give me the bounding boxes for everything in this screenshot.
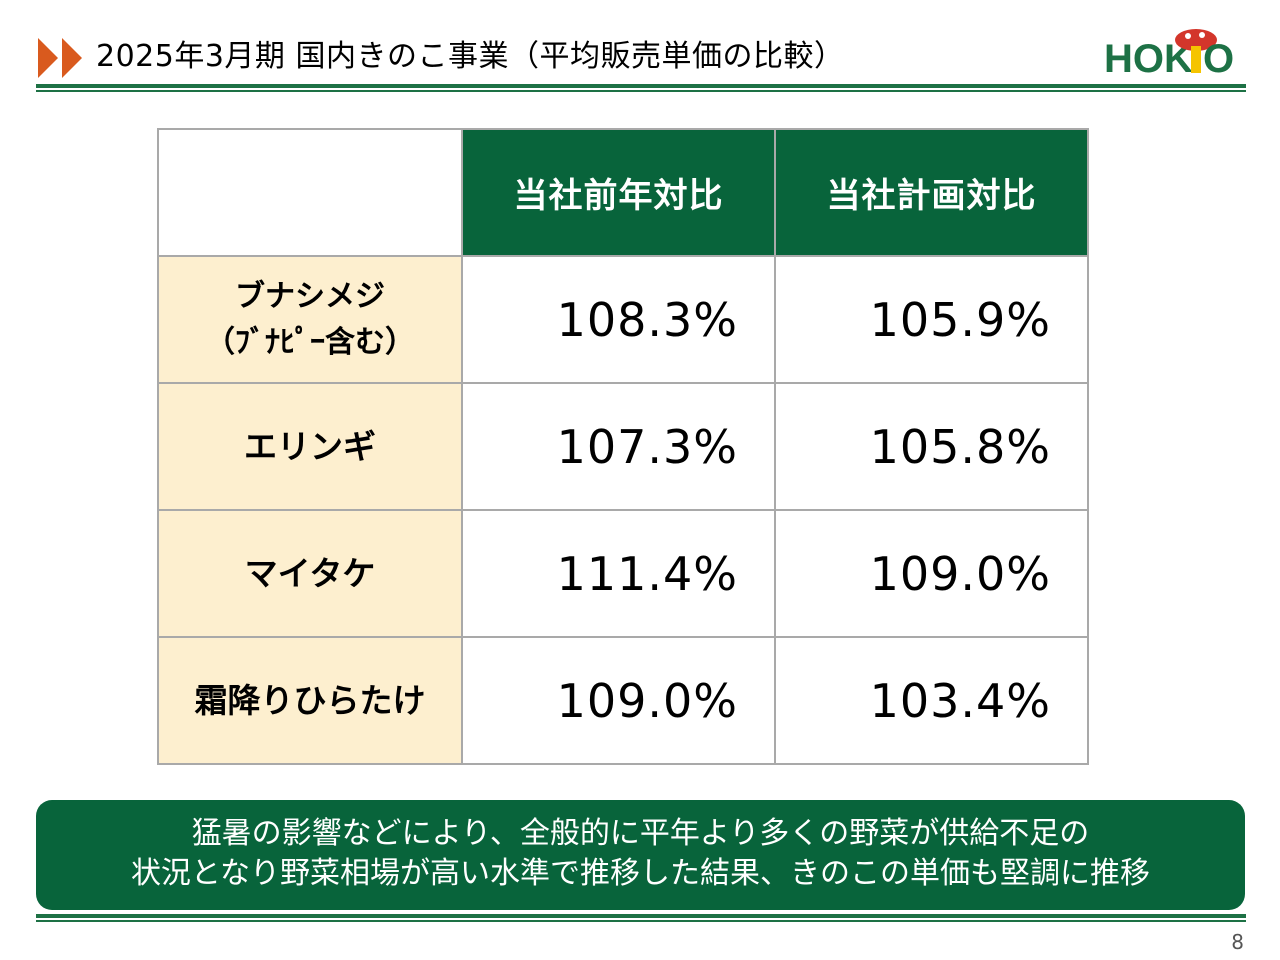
table-row: マイタケ 111.4% 109.0% bbox=[157, 509, 1089, 638]
value-yoy: 107.3% bbox=[461, 382, 776, 511]
row-label-shimofuri-hiratake: 霜降りひらたけ bbox=[157, 636, 463, 765]
value-plan: 103.4% bbox=[774, 636, 1089, 765]
row-label-line1: ブナシメジ bbox=[235, 278, 385, 314]
row-label-maitake: マイタケ bbox=[157, 509, 463, 638]
header-divider bbox=[36, 84, 1246, 94]
mushroom-mark-icon bbox=[1175, 29, 1217, 73]
row-label-line1: エリンギ bbox=[244, 426, 376, 466]
page-number: 8 bbox=[1231, 930, 1244, 954]
row-label-line2: （ﾌﾞﾅﾋﾟｰ含む） bbox=[205, 324, 415, 360]
table-row: エリンギ 107.3% 105.8% bbox=[157, 382, 1089, 511]
value-yoy: 111.4% bbox=[461, 509, 776, 638]
footer-divider bbox=[36, 914, 1246, 924]
row-label-eringi: エリンギ bbox=[157, 382, 463, 511]
callout-line1: 猛暑の影響などにより、全般的に平年より多くの野菜が供給不足の bbox=[191, 816, 1090, 851]
callout-line2: 状況となり野菜相場が高い水準で推移した結果、きのこの単価も堅調に推移 bbox=[130, 856, 1151, 891]
page-title: 2025年3月期 国内きのこ事業（平均販売単価の比較） bbox=[96, 39, 845, 74]
table-header-row: 当社前年対比 当社計画対比 bbox=[157, 128, 1089, 257]
table-row: 霜降りひらたけ 109.0% 103.4% bbox=[157, 636, 1089, 765]
row-label-line1: 霜降りひらたけ bbox=[194, 680, 426, 720]
price-comparison-table: 当社前年対比 当社計画対比 ブナシメジ （ﾌﾞﾅﾋﾟｰ含む） 108.3% 10… bbox=[157, 128, 1089, 765]
row-label-bunashimeji: ブナシメジ （ﾌﾞﾅﾋﾟｰ含む） bbox=[157, 255, 463, 384]
value-plan: 105.9% bbox=[774, 255, 1089, 384]
row-label-line1: マイタケ bbox=[244, 553, 376, 593]
value-yoy: 109.0% bbox=[461, 636, 776, 765]
slide-header: 2025年3月期 国内きのこ事業（平均販売単価の比較） HOK O bbox=[0, 0, 1280, 96]
column-header-plan: 当社計画対比 bbox=[774, 128, 1089, 257]
summary-callout: 猛暑の影響などにより、全般的に平年より多くの野菜が供給不足の 状況となり野菜相場… bbox=[36, 800, 1245, 910]
logo-text-o: O bbox=[1203, 37, 1234, 81]
value-yoy: 108.3% bbox=[461, 255, 776, 384]
value-plan: 109.0% bbox=[774, 509, 1089, 638]
table-corner-cell bbox=[157, 128, 463, 257]
column-header-yoy: 当社前年対比 bbox=[461, 128, 776, 257]
double-triangle-arrow-icon bbox=[38, 38, 82, 78]
hokto-logo: HOK O bbox=[1104, 29, 1234, 81]
value-plan: 105.8% bbox=[774, 382, 1089, 511]
table-row: ブナシメジ （ﾌﾞﾅﾋﾟｰ含む） 108.3% 105.9% bbox=[157, 255, 1089, 384]
